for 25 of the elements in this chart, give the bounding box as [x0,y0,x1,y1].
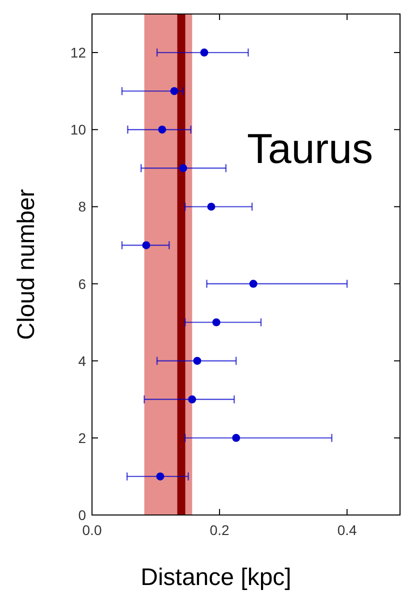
point [249,280,258,288]
point [212,318,220,326]
point [179,164,188,172]
y-tick-label: 12 [70,44,86,61]
x-tick-label: 0.2 [210,522,230,538]
x-tick-label: 0.4 [337,522,358,538]
point [232,434,240,442]
point [142,241,150,250]
x-axis-title: Distance [kpc] [140,564,292,591]
y-tick-label: 0 [78,507,86,523]
y-tick-label: 10 [70,122,86,138]
y-tick-label: 8 [78,198,86,215]
point [158,126,166,134]
y-tick-label: 2 [78,430,86,446]
point [207,202,216,211]
point [193,356,202,365]
point [170,87,178,96]
y-tick-label: 6 [78,276,86,292]
point [156,472,164,480]
annotation: Taurus [246,125,374,172]
y-axis-title: Cloud number [13,189,40,340]
y-tick-label: 4 [78,352,86,369]
point [200,48,208,57]
x-tick-label: 0.0 [82,522,102,538]
point [188,395,196,404]
